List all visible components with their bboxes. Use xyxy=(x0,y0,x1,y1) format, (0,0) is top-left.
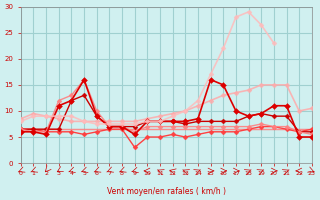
X-axis label: Vent moyen/en rafales ( km/h ): Vent moyen/en rafales ( km/h ) xyxy=(107,187,226,196)
